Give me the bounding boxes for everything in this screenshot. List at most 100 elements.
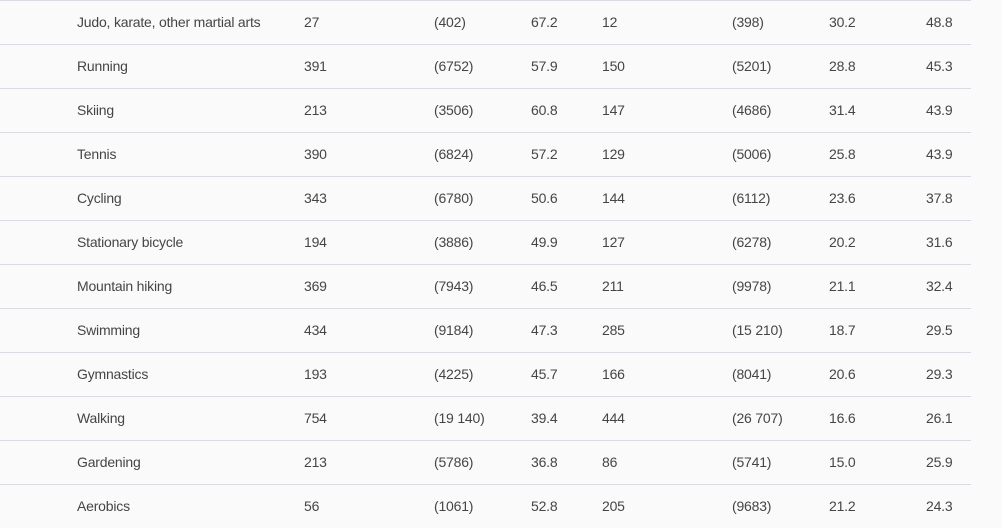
value-cell: 18.7 <box>829 322 856 338</box>
value-cell: 86 <box>602 454 618 470</box>
value-cell: 29.5 <box>926 322 953 338</box>
activity-name-cell: Walking <box>77 410 125 426</box>
value-cell: (5006) <box>732 146 772 162</box>
value-cell: 28.8 <box>829 58 856 74</box>
value-cell: (8041) <box>732 366 772 382</box>
value-cell: 32.4 <box>926 278 953 294</box>
value-cell: 390 <box>304 146 327 162</box>
value-cell: 444 <box>602 410 625 426</box>
value-cell: 57.9 <box>531 58 558 74</box>
value-cell: 194 <box>304 234 327 250</box>
value-cell: 31.4 <box>829 102 856 118</box>
value-cell: 150 <box>602 58 625 74</box>
value-cell: 43.9 <box>926 102 953 118</box>
value-cell: 52.8 <box>531 498 558 514</box>
table-row: Aerobics 56 (1061) 52.8 205 (9683) 21.2 24.3 <box>0 484 971 528</box>
value-cell: 213 <box>304 102 327 118</box>
value-cell: (6824) <box>434 146 474 162</box>
value-cell: 47.3 <box>531 322 558 338</box>
activity-name-cell: Aerobics <box>77 498 130 514</box>
table-row: Tennis 390 (6824) 57.2 129 (5006) 25.8 43.9 <box>0 132 971 176</box>
value-cell: (1061) <box>434 498 474 514</box>
value-cell: 285 <box>602 322 625 338</box>
value-cell: 57.2 <box>531 146 558 162</box>
value-cell: (9683) <box>732 498 772 514</box>
activity-name-cell: Gymnastics <box>77 366 149 382</box>
value-cell: 48.8 <box>926 14 953 30</box>
table-row: Running 391 (6752) 57.9 150 (5201) 28.8 45.3 <box>0 44 971 88</box>
value-cell: (5741) <box>732 454 772 470</box>
value-cell: (5786) <box>434 454 474 470</box>
value-cell: 20.6 <box>829 366 856 382</box>
value-cell: 45.7 <box>531 366 558 382</box>
value-cell: 15.0 <box>829 454 856 470</box>
value-cell: 43.9 <box>926 146 953 162</box>
activity-name-cell: Mountain hiking <box>77 278 173 294</box>
activity-name-cell: Judo, karate, other martial arts <box>77 14 261 30</box>
value-cell: (9184) <box>434 322 474 338</box>
value-cell: (4686) <box>732 102 772 118</box>
data-table: Judo, karate, other martial arts 27 (402) 6… <box>0 0 971 528</box>
value-cell: 147 <box>602 102 625 118</box>
value-cell: 129 <box>602 146 625 162</box>
value-cell: 369 <box>304 278 327 294</box>
value-cell: 16.6 <box>829 410 856 426</box>
table-row: Gymnastics 193 (4225) 45.7 166 (8041) 20.6 29.3 <box>0 352 971 396</box>
value-cell: 754 <box>304 410 327 426</box>
value-cell: 29.3 <box>926 366 953 382</box>
value-cell: 23.6 <box>829 190 856 206</box>
value-cell: (398) <box>732 14 764 30</box>
value-cell: 27 <box>304 14 320 30</box>
value-cell: (7943) <box>434 278 474 294</box>
value-cell: 343 <box>304 190 327 206</box>
value-cell: 21.2 <box>829 498 856 514</box>
value-cell: 25.9 <box>926 454 953 470</box>
table-row: Cycling 343 (6780) 50.6 144 (6112) 23.6 37.8 <box>0 176 971 220</box>
activity-name-cell: Skiing <box>77 102 114 118</box>
value-cell: 30.2 <box>829 14 856 30</box>
activity-name-cell: Gardening <box>77 454 141 470</box>
value-cell: (6780) <box>434 190 474 206</box>
value-cell: 127 <box>602 234 625 250</box>
activity-name-cell: Swimming <box>77 322 140 338</box>
value-cell: (6112) <box>732 190 771 206</box>
value-cell: 31.6 <box>926 234 953 250</box>
table-row: Walking 754 (19 140) 39.4 444 (26 707) 16.6 26.… <box>0 396 971 440</box>
value-cell: 50.6 <box>531 190 558 206</box>
table-row: Judo, karate, other martial arts 27 (402) 6… <box>0 0 971 44</box>
activity-name-cell: Running <box>77 58 128 74</box>
value-cell: 12 <box>602 14 618 30</box>
value-cell: 45.3 <box>926 58 953 74</box>
value-cell: 391 <box>304 58 327 74</box>
value-cell: (5201) <box>732 58 772 74</box>
activity-name-cell: Tennis <box>77 146 117 162</box>
value-cell: (26 707) <box>732 410 783 426</box>
value-cell: (402) <box>434 14 466 30</box>
value-cell: 36.8 <box>531 454 558 470</box>
value-cell: 166 <box>602 366 625 382</box>
value-cell: 46.5 <box>531 278 558 294</box>
activity-name-cell: Stationary bicycle <box>77 234 184 250</box>
table-row: Swimming 434 (9184) 47.3 285 (15 210) 18.7 29.5 <box>0 308 971 352</box>
value-cell: (6278) <box>732 234 772 250</box>
value-cell: (4225) <box>434 366 474 382</box>
value-cell: 21.1 <box>829 278 856 294</box>
value-cell: 37.8 <box>926 190 953 206</box>
value-cell: 20.2 <box>829 234 856 250</box>
value-cell: 205 <box>602 498 625 514</box>
value-cell: 39.4 <box>531 410 558 426</box>
table-row: Skiing 213 (3506) 60.8 147 (4686) 31.4 43.9 <box>0 88 971 132</box>
value-cell: 24.3 <box>926 498 953 514</box>
value-cell: 193 <box>304 366 327 382</box>
value-cell: (19 140) <box>434 410 485 426</box>
value-cell: (9978) <box>732 278 772 294</box>
value-cell: 26.1 <box>926 410 953 426</box>
value-cell: 49.9 <box>531 234 558 250</box>
value-cell: 211 <box>602 278 624 294</box>
table-row: Stationary bicycle 194 (3886) 49.9 127 (6278)… <box>0 220 971 264</box>
activity-name-cell: Cycling <box>77 190 122 206</box>
value-cell: 60.8 <box>531 102 558 118</box>
value-cell: 144 <box>602 190 625 206</box>
value-cell: 67.2 <box>531 14 558 30</box>
value-cell: 434 <box>304 322 327 338</box>
